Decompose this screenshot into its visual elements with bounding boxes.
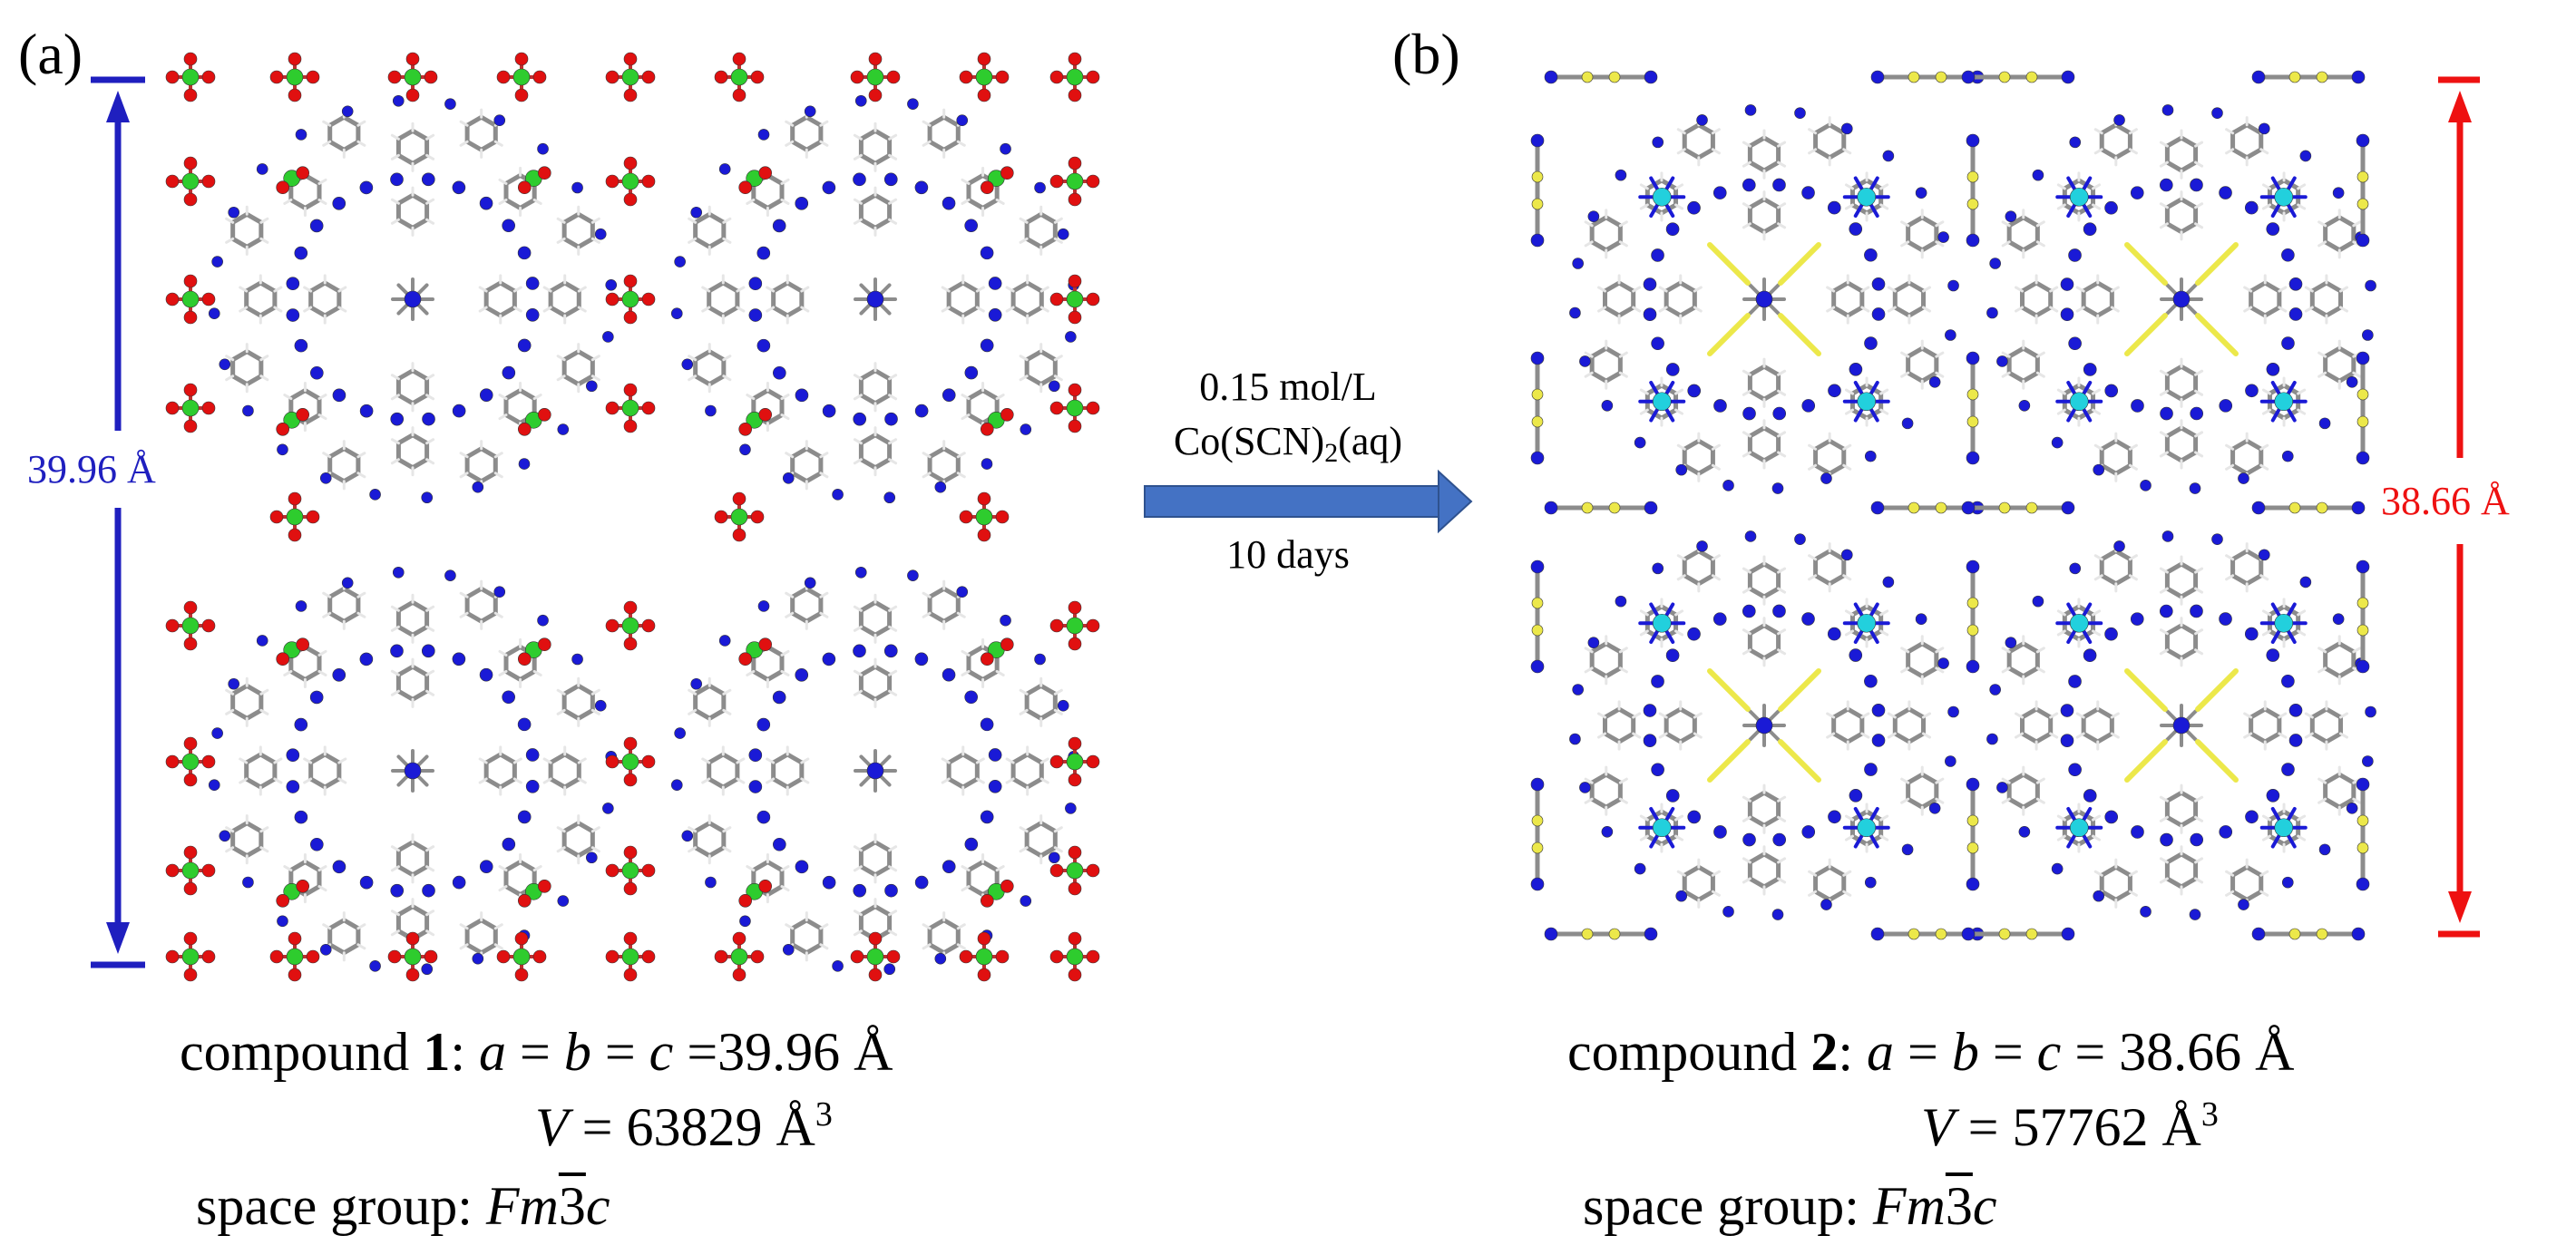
cell-c-var: c	[649, 1022, 674, 1082]
compound-1-number: 1	[423, 1022, 451, 1082]
reagent-subscript: 2	[1324, 438, 1339, 468]
compound-2-colon: :	[1838, 1022, 1867, 1082]
sg-part2: c	[585, 1176, 610, 1236]
panel-b-dimension-bar	[2438, 76, 2480, 938]
compound-2-cell-parameters: compound 2: a = b = c = 38.66 Å	[1567, 1025, 2294, 1079]
volume-exponent: 3	[815, 1095, 833, 1133]
panel-a-dimension-bar	[91, 76, 145, 968]
eq-1: =	[1893, 1022, 1952, 1082]
volume-var: V	[1921, 1097, 1955, 1157]
panel-a-dimension-label: 39.96 Å	[27, 446, 156, 493]
sg-part1: Fm	[1872, 1176, 1946, 1236]
eq-2: =	[1978, 1022, 2037, 1082]
compound-2-number: 2	[1810, 1022, 1839, 1082]
cell-a-var: a	[478, 1022, 506, 1082]
compound-1-volume: V = 63829 Å3	[535, 1097, 833, 1157]
volume-exponent: 3	[2200, 1095, 2219, 1133]
panel-b-dimension-label: 38.66 Å	[2381, 478, 2510, 525]
reaction-reagent: Co(SCN)2(aq)	[1125, 422, 1451, 467]
cell-a-var: a	[1866, 1022, 1894, 1082]
compound-1-prefix: compound	[180, 1022, 424, 1082]
sg-bar: 3	[558, 1176, 586, 1236]
compound-2-volume: V = 57762 Å3	[1921, 1097, 2219, 1157]
reagent-suffix: (aq)	[1338, 419, 1403, 463]
compound-2-cell-value: = 38.66 Å	[2061, 1022, 2295, 1082]
compound-1-colon: :	[450, 1022, 479, 1082]
compound-2-crystal-packing-image	[1530, 70, 2376, 941]
panel-a-label: (a)	[18, 22, 83, 86]
reaction-duration: 10 days	[1226, 532, 1350, 577]
sg-part2: c	[1972, 1176, 1997, 1236]
cell-c-var: c	[2036, 1022, 2062, 1082]
reagent-prefix: Co(SCN)	[1173, 419, 1325, 463]
cell-b-var: b	[1951, 1022, 1979, 1082]
compound-1-cell-parameters: compound 1: a = b = c =39.96 Å	[180, 1025, 893, 1079]
eq-1: =	[505, 1022, 564, 1082]
compound-1-crystal-packing-image	[165, 52, 1100, 982]
sg-bar: 3	[1945, 1176, 1973, 1236]
compound-1-cell-value: =39.96 Å	[673, 1022, 893, 1082]
volume-var: V	[535, 1097, 569, 1157]
compound-2-space-group: space group: Fm3c	[1583, 1179, 1997, 1233]
eq-2: =	[590, 1022, 649, 1082]
space-group-label: space group:	[196, 1176, 486, 1236]
compound-1-space-group: space group: Fm3c	[196, 1179, 610, 1233]
compound-1-volume-value: = 63829 Å	[568, 1097, 815, 1157]
transformation-arrow	[1144, 469, 1473, 534]
panel-b-label: (b)	[1392, 22, 1460, 86]
sg-part1: Fm	[485, 1176, 559, 1236]
space-group-label: space group:	[1583, 1176, 1873, 1236]
compound-2-volume-value: = 57762 Å	[1954, 1097, 2201, 1157]
reaction-concentration: 0.15 mol/L	[1199, 365, 1377, 409]
cell-b-var: b	[563, 1022, 591, 1082]
compound-2-prefix: compound	[1567, 1022, 1811, 1082]
